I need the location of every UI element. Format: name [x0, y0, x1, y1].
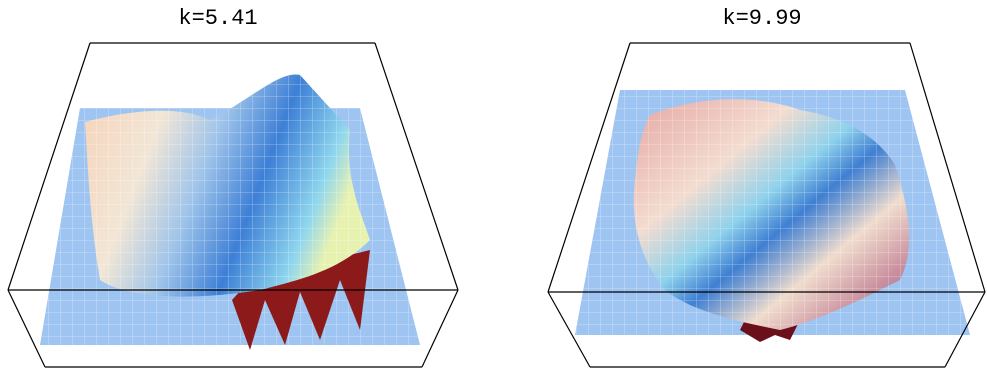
bounding-box — [547, 42, 986, 368]
chart-title: k=9.99 — [722, 6, 801, 31]
surface-plot — [7, 42, 459, 368]
chart-title: k=5.41 — [178, 6, 257, 31]
surface-plot — [547, 42, 986, 368]
surface-grid — [633, 99, 910, 331]
bounding-box — [7, 42, 459, 368]
surface-grid — [85, 74, 370, 297]
surface-side — [232, 250, 370, 350]
